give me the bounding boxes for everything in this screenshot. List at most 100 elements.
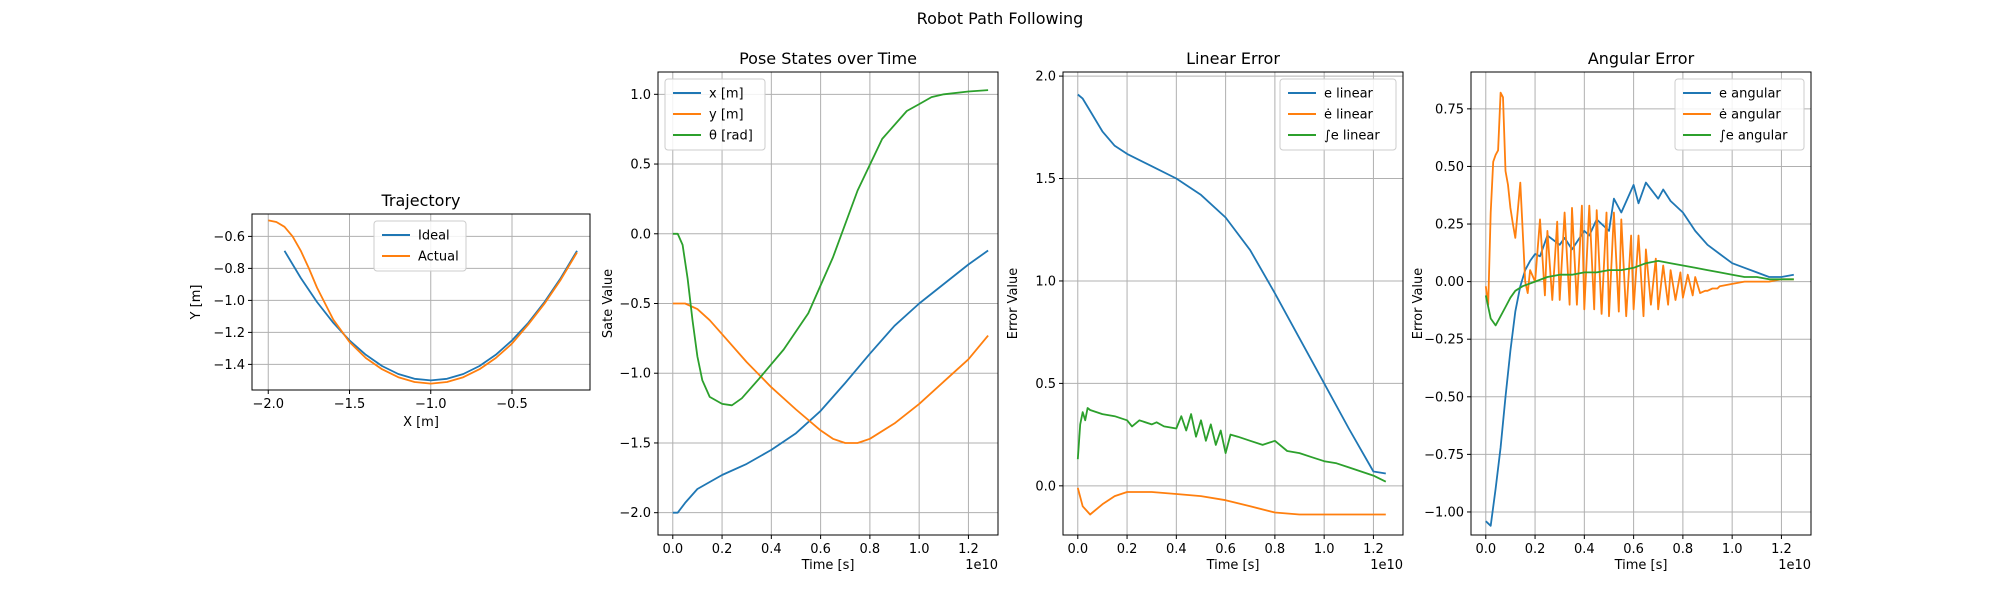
axes-frame — [1062, 71, 1404, 536]
x-axis-label: X [m] — [403, 415, 439, 430]
y-tick-label: −1.2 — [213, 326, 245, 341]
subplot-trajectory: −2.0 −1.5 −1.0 −0.5 −1.4 −1.2 −1.0 −0.8 −0.6 Traj… — [189, 191, 591, 430]
y-tick-label: −1.00 — [1424, 505, 1464, 520]
x-tick-label: 0.0 — [1067, 542, 1088, 557]
x-tick-label: 1.0 — [1722, 542, 1743, 557]
y-tick-label: 0.0 — [630, 227, 651, 242]
series-line-pose-2 — [672, 89, 989, 407]
x-tick-label: 1.0 — [909, 542, 930, 557]
series-line-pose-0 — [672, 249, 989, 514]
axes-frame — [251, 213, 591, 391]
legend: x [m] y [m] θ [rad] — [664, 78, 766, 151]
series-line-angular-2 — [1484, 259, 1794, 327]
figure-suptitle: Robot Path Following — [917, 9, 1084, 28]
x-axis-label: Time [s] — [1614, 558, 1668, 573]
y-axis-label: Error Value — [1006, 268, 1021, 340]
y-tick-label: −1.0 — [619, 367, 651, 382]
legend-label: e angular — [1719, 87, 1781, 102]
x-tick-label: 1.2 — [1363, 542, 1384, 557]
x-tick-label: −1.0 — [415, 397, 447, 412]
series-line-angular-1 — [1484, 91, 1794, 318]
subplot-title: Angular Error — [1588, 49, 1695, 68]
series-line-linear-1 — [1076, 487, 1386, 516]
y-tick-label: 0.5 — [630, 158, 651, 173]
y-tick-label: 1.0 — [630, 88, 651, 103]
y-tick-label: 0.25 — [1435, 218, 1464, 233]
y-tick-label: −0.50 — [1424, 390, 1464, 405]
x-tick-label: 0.0 — [662, 542, 683, 557]
y-axis-label: Y [m] — [189, 285, 204, 321]
y-tick-label: −1.0 — [213, 294, 245, 309]
series-line-linear-2 — [1076, 407, 1387, 483]
x-tick-label: 0.8 — [860, 542, 881, 557]
x-offset-text: 1e10 — [1778, 558, 1811, 573]
subplot-angular: 0.0 0.2 0.4 0.6 0.8 1.0 1.2 −1.00 −0.75 −0.50 −0.2… — [1411, 49, 1812, 573]
x-offset-text: 1e10 — [1370, 558, 1403, 573]
y-tick-label: −1.4 — [213, 358, 245, 373]
y-tick-label: 1.0 — [1035, 274, 1056, 289]
legend-box — [1674, 78, 1805, 151]
y-tick-label: 0.00 — [1435, 275, 1464, 290]
y-axis-label: Sate Value — [601, 269, 616, 338]
x-tick-label: 0.4 — [1166, 542, 1187, 557]
y-tick-label: −2.0 — [619, 506, 651, 521]
axes-frame — [1470, 71, 1812, 536]
x-tick-label: 0.6 — [1215, 542, 1236, 557]
x-tick-label: 0.6 — [810, 542, 831, 557]
y-tick-label: −0.25 — [1424, 333, 1464, 348]
x-axis-label: Time [s] — [801, 558, 855, 573]
y-tick-label: −0.6 — [213, 230, 245, 245]
subplot-title: Trajectory — [381, 191, 461, 210]
y-tick-label: −0.5 — [619, 297, 651, 312]
legend-box — [664, 78, 766, 151]
legend-label: ∫e angular — [1719, 129, 1788, 144]
x-tick-label: 0.8 — [1673, 542, 1694, 557]
legend: e linear ė linear ∫e linear — [1279, 78, 1397, 151]
series-line-linear-0 — [1077, 93, 1386, 475]
y-tick-label: 2.0 — [1035, 70, 1056, 85]
series-line-pose-1 — [672, 302, 989, 444]
y-tick-label: 0.5 — [1035, 377, 1056, 392]
legend: Ideal Actual — [373, 220, 467, 272]
subplot-title: Pose States over Time — [739, 49, 917, 68]
x-tick-label: 0.2 — [1117, 542, 1138, 557]
x-tick-label: 1.2 — [1771, 542, 1792, 557]
y-axis-label: Error Value — [1411, 268, 1426, 340]
x-tick-label: 0.6 — [1623, 542, 1644, 557]
series-line-trajectory-0 — [283, 250, 578, 382]
legend-label: e linear — [1324, 87, 1374, 102]
legend: e angular ė angular ∫e angular — [1674, 78, 1805, 151]
legend-label: ė angular — [1719, 108, 1781, 123]
x-tick-label: 0.8 — [1265, 542, 1286, 557]
y-tick-label: 1.5 — [1035, 172, 1056, 187]
legend-label: x [m] — [709, 87, 744, 102]
y-tick-label: 0.0 — [1035, 479, 1056, 494]
legend-label: Ideal — [418, 229, 450, 244]
legend-box — [1279, 78, 1397, 151]
x-tick-label: 1.2 — [958, 542, 979, 557]
series-line-angular-0 — [1485, 181, 1794, 527]
legend-label: y [m] — [709, 108, 744, 123]
subplot-pose: 0.0 0.2 0.4 0.6 0.8 1.0 1.2 −2.0 −1.5 −1.0 −0.5 0.0… — [601, 49, 999, 573]
y-tick-label: −0.8 — [213, 262, 245, 277]
x-tick-label: 1.0 — [1314, 542, 1335, 557]
x-tick-label: 0.0 — [1475, 542, 1496, 557]
y-tick-label: −1.5 — [619, 436, 651, 451]
legend-box — [373, 220, 467, 272]
x-tick-label: −2.0 — [252, 397, 284, 412]
y-tick-label: 0.75 — [1435, 102, 1464, 117]
x-tick-label: −0.5 — [496, 397, 528, 412]
legend-label: ė linear — [1324, 108, 1374, 123]
subplot-title: Linear Error — [1186, 49, 1280, 68]
x-offset-text: 1e10 — [965, 558, 998, 573]
legend-label: ∫e linear — [1324, 129, 1380, 144]
y-tick-label: −0.75 — [1424, 448, 1464, 463]
y-tick-label: 0.50 — [1435, 160, 1464, 175]
legend-label: θ [rad] — [709, 129, 753, 144]
x-tick-label: 0.2 — [712, 542, 733, 557]
series-line-trajectory-1 — [268, 219, 578, 385]
x-tick-label: −1.5 — [334, 397, 366, 412]
x-tick-label: 0.2 — [1525, 542, 1546, 557]
x-tick-label: 0.4 — [1574, 542, 1595, 557]
